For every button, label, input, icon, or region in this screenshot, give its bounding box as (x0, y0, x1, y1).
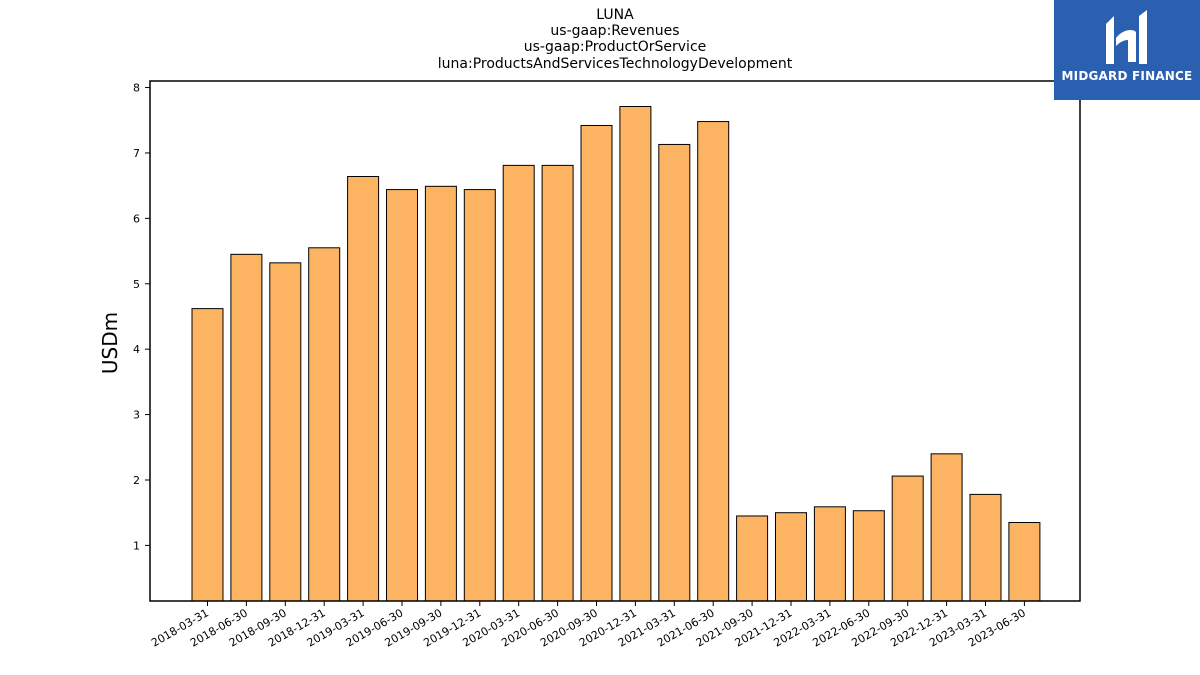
bar-2021-09-30 (736, 515, 769, 602)
bar-2021-06-30 (697, 121, 730, 602)
chart-title-line-3: us-gaap:ProductOrService (523, 39, 707, 55)
bar-2021-12-31 (775, 512, 807, 602)
bar-2019-09-30 (424, 185, 457, 602)
y-tick-label-3: 3 (133, 409, 140, 422)
y-axis-label: USDm (98, 312, 122, 374)
bar-2020-06-30 (541, 164, 574, 602)
logo-text: MIDGARD FINANCE (1061, 69, 1193, 83)
y-tick-label-8: 8 (133, 82, 140, 95)
y-tick-label-5: 5 (133, 278, 140, 291)
bar-2021-03-31 (658, 143, 691, 602)
bar-2023-06-30 (1008, 522, 1041, 602)
chart-title-line-4: luna:ProductsAndServicesTechnologyDevelo… (437, 56, 793, 72)
bar-2019-03-31 (347, 175, 380, 602)
bar-2022-12-31 (930, 453, 963, 602)
bar-2019-06-30 (386, 189, 418, 602)
y-tick-label-7: 7 (133, 147, 140, 160)
y-tick-label-2: 2 (133, 474, 140, 487)
bar-2018-12-31 (308, 247, 341, 602)
y-tick-label-4: 4 (133, 343, 140, 356)
chart-title-line-1: LUNA (596, 7, 634, 23)
bar-2020-12-31 (619, 106, 652, 602)
logo-mark-icon (1106, 10, 1147, 64)
bar-2023-03-31 (969, 493, 1002, 602)
bar-2020-03-31 (502, 164, 535, 602)
bar-2018-03-31 (191, 308, 224, 602)
bar-2019-12-31 (463, 189, 496, 602)
bar-2018-09-30 (269, 262, 302, 602)
plot-frame (149, 80, 1081, 602)
bar-2022-03-31 (813, 506, 846, 602)
bar-2018-06-30 (230, 253, 263, 602)
y-tick-label-1: 1 (133, 539, 140, 552)
bar-2022-06-30 (852, 510, 885, 602)
chart-title-line-2: us-gaap:Revenues (550, 23, 680, 39)
bar-2022-09-30 (891, 475, 924, 602)
bar-2020-09-30 (580, 124, 613, 602)
y-tick-label-6: 6 (133, 212, 140, 225)
midgard-finance-logo: MIDGARD FINANCE (1054, 0, 1200, 100)
